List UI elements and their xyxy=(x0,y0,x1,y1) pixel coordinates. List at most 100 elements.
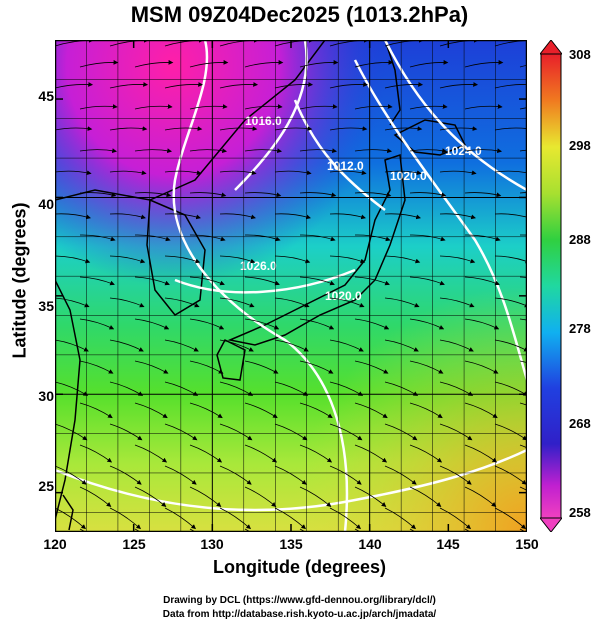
wind-streamline xyxy=(299,276,335,286)
wind-streamline xyxy=(439,423,473,441)
wind-streamline xyxy=(79,192,117,198)
wind-streamline xyxy=(219,297,255,308)
wind-streamline xyxy=(79,444,113,463)
wind-streamlines xyxy=(55,40,527,532)
colorbar-tick-label: 278 xyxy=(569,321,591,336)
wind-streamline xyxy=(494,84,527,89)
wind-streamline xyxy=(299,360,334,374)
wind-streamline xyxy=(164,213,201,220)
wind-streamline xyxy=(79,318,115,330)
x-tick-label: 135 xyxy=(279,536,303,552)
wind-streamline xyxy=(329,339,364,352)
wind-streamline xyxy=(519,528,527,532)
wind-streamline xyxy=(329,213,366,220)
wind-streamline xyxy=(464,234,501,242)
y-tick-label: 25 xyxy=(38,478,54,494)
wind-streamline xyxy=(244,234,281,242)
wind-streamline xyxy=(439,507,471,530)
wind-streamline xyxy=(134,318,170,330)
colorbar-max-arrow xyxy=(538,39,564,55)
wind-streamline xyxy=(274,170,312,176)
colorbar-tick-label: 288 xyxy=(569,232,591,247)
wind-streamline xyxy=(299,148,337,153)
wind-streamline xyxy=(189,148,227,153)
map-svg: 1016.0 1020.0 1024.0 1012.0 1026.0 1020.… xyxy=(55,40,527,532)
wind-streamline xyxy=(219,507,251,530)
wind-streamline xyxy=(519,444,527,449)
warm-airmass xyxy=(55,40,527,532)
x-tick-label: 120 xyxy=(43,536,67,552)
credits-data: Data from http://database.rish.kyoto-u.a… xyxy=(162,609,437,620)
wind-streamline xyxy=(354,234,391,242)
wind-streamline xyxy=(464,276,500,286)
wind-streamline xyxy=(134,234,171,242)
wind-streamline xyxy=(439,297,475,308)
wind-streamline xyxy=(55,507,86,530)
x-tick-label: 140 xyxy=(358,536,382,552)
wind-streamline xyxy=(519,192,527,194)
wind-streamline xyxy=(109,465,142,485)
y-axis-title: Latitude (degrees) xyxy=(9,202,30,359)
wind-streamline xyxy=(79,276,115,286)
wind-streamline xyxy=(464,486,497,507)
wind-streamline xyxy=(109,507,141,530)
weather-map: 1016.0 1020.0 1024.0 1012.0 1026.0 1020.… xyxy=(55,40,527,532)
wind-streamline xyxy=(384,423,418,441)
colorbar-tick-label: 308 xyxy=(569,47,591,62)
wind-streamline xyxy=(134,528,142,532)
wind-streamline xyxy=(79,486,112,507)
wind-streamline xyxy=(164,255,201,264)
wind-streamline xyxy=(134,486,167,507)
wind-streamline xyxy=(439,213,476,220)
x-tick-label: 125 xyxy=(122,536,146,552)
wind-streamline xyxy=(55,170,92,176)
wind-streamline xyxy=(494,465,527,485)
colorbar-tick-label: 258 xyxy=(569,505,591,520)
wind-streamline xyxy=(55,213,91,220)
wind-streamline xyxy=(519,360,527,364)
wind-streamline xyxy=(494,423,527,441)
wind-streamline xyxy=(164,339,199,352)
wind-streamline xyxy=(439,170,477,176)
wind-streamline xyxy=(134,360,169,374)
wind-streamline xyxy=(55,465,87,485)
y-tick-label: 35 xyxy=(38,298,54,314)
x-tick-label: 150 xyxy=(515,536,539,552)
wind-streamline xyxy=(409,402,443,419)
wind-streamline xyxy=(329,465,362,485)
wind-streamline xyxy=(219,339,254,352)
isobar-1 xyxy=(172,40,349,532)
colorbar-gradient xyxy=(540,53,562,519)
wind-streamline xyxy=(354,148,392,153)
wind-streamline xyxy=(409,528,417,532)
isobar-2 xyxy=(234,40,308,191)
wind-streamline xyxy=(299,192,337,198)
wind-streamline xyxy=(299,444,333,463)
wind-streamline xyxy=(384,126,423,131)
wind-streamline xyxy=(494,213,527,220)
wind-streamline xyxy=(109,423,143,441)
wind-streamline xyxy=(464,360,499,374)
wind-streamline xyxy=(519,276,527,278)
wind-streamline xyxy=(299,234,336,242)
wind-streamline xyxy=(189,104,228,110)
wind-streamline xyxy=(189,318,225,330)
wind-streamline xyxy=(134,192,172,198)
wind-streamline xyxy=(384,465,417,485)
wind-streamline xyxy=(354,360,389,374)
y-tick-label: 45 xyxy=(38,88,54,104)
colorbar-tick-label: 268 xyxy=(569,416,591,431)
wind-streamline xyxy=(244,486,277,507)
wind-streamline xyxy=(299,528,307,532)
wind-streamline xyxy=(384,297,420,308)
wind-streamline xyxy=(134,276,170,286)
wind-streamline xyxy=(409,444,443,463)
isobar-7 xyxy=(174,268,356,294)
wind-streamline xyxy=(519,234,527,236)
wind-streamline xyxy=(189,360,224,374)
x-tick-label: 130 xyxy=(200,536,224,552)
wind-streamline xyxy=(354,192,392,198)
contour-label: 1020.0 xyxy=(325,289,362,303)
isobar-4 xyxy=(353,59,527,381)
wind-streamline xyxy=(164,170,202,176)
